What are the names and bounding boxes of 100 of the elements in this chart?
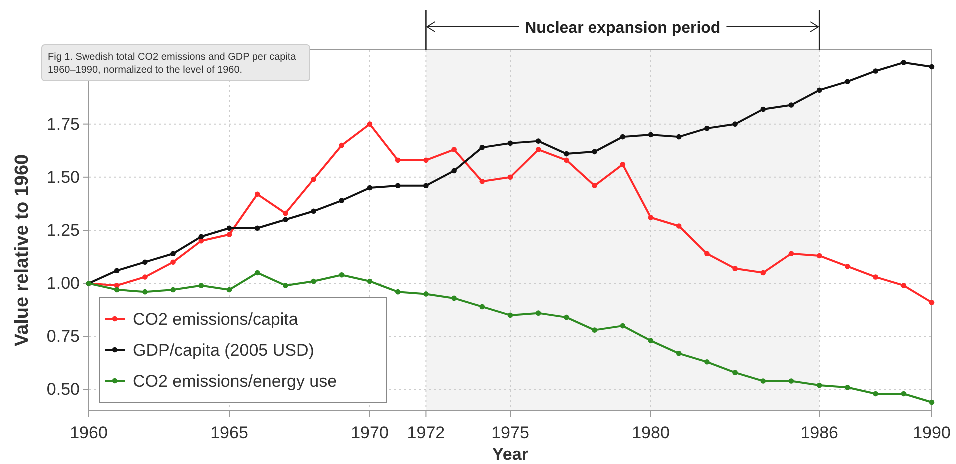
point bbox=[873, 68, 878, 74]
x-tick-label: 1972 bbox=[407, 424, 446, 443]
point bbox=[620, 134, 626, 140]
y-tick-label: 0.50 bbox=[46, 380, 80, 400]
point bbox=[676, 134, 682, 140]
point bbox=[170, 251, 176, 256]
point bbox=[367, 122, 373, 127]
point bbox=[760, 270, 766, 276]
point bbox=[254, 192, 260, 198]
point bbox=[929, 300, 935, 306]
point bbox=[311, 278, 316, 284]
point bbox=[676, 351, 682, 356]
point bbox=[424, 183, 429, 189]
point bbox=[732, 370, 738, 376]
point bbox=[845, 79, 850, 84]
legend-label: CO2 emissions/capita bbox=[133, 310, 299, 329]
legend-label: CO2 emissions/energy use bbox=[133, 372, 338, 391]
point bbox=[648, 215, 654, 220]
point bbox=[873, 274, 878, 280]
point bbox=[395, 158, 401, 164]
point bbox=[648, 132, 654, 138]
point bbox=[704, 251, 710, 256]
point bbox=[760, 378, 766, 384]
point bbox=[788, 251, 794, 256]
point bbox=[704, 360, 710, 365]
point bbox=[676, 224, 682, 229]
x-tick-label: 1960 bbox=[70, 424, 108, 443]
x-tick-label: 1980 bbox=[632, 424, 670, 443]
point bbox=[508, 312, 514, 318]
point bbox=[452, 168, 457, 174]
x-tick-label: 1970 bbox=[351, 424, 389, 443]
point bbox=[283, 283, 288, 288]
point bbox=[226, 226, 232, 232]
point bbox=[170, 260, 176, 265]
point bbox=[732, 266, 738, 272]
point bbox=[816, 253, 822, 259]
point bbox=[564, 158, 570, 164]
point bbox=[760, 106, 766, 112]
y-tick-label: 1.00 bbox=[46, 274, 80, 294]
point bbox=[452, 296, 457, 302]
point bbox=[788, 378, 794, 384]
y-tick-label: 0.75 bbox=[46, 327, 80, 346]
point bbox=[339, 198, 345, 204]
x-tick-label: 1975 bbox=[492, 424, 530, 443]
point bbox=[929, 64, 935, 70]
point bbox=[226, 287, 232, 293]
x-tick-label: 1986 bbox=[800, 424, 839, 443]
point bbox=[198, 283, 204, 288]
point bbox=[592, 328, 598, 333]
point bbox=[367, 185, 373, 191]
y-tick-label: 1.50 bbox=[46, 168, 80, 187]
point bbox=[452, 147, 457, 152]
point bbox=[508, 174, 514, 180]
point bbox=[395, 289, 401, 295]
point bbox=[339, 142, 345, 148]
point bbox=[395, 183, 401, 189]
x-axis-title: Year bbox=[492, 445, 529, 464]
legend-label: GDP/capita (2005 USD) bbox=[133, 341, 314, 360]
point bbox=[508, 140, 514, 146]
point bbox=[704, 126, 710, 132]
point bbox=[564, 151, 570, 157]
y-tick-label: 1.25 bbox=[46, 220, 80, 240]
y-axis-title: Value relative to 1960 bbox=[12, 154, 33, 347]
point bbox=[788, 102, 794, 108]
point bbox=[901, 60, 907, 66]
point bbox=[142, 289, 148, 295]
point bbox=[142, 260, 148, 265]
point bbox=[845, 385, 850, 390]
point bbox=[311, 176, 316, 182]
point bbox=[592, 183, 598, 189]
point bbox=[480, 304, 486, 310]
point bbox=[816, 382, 822, 388]
annotation: Fig 1. Swedish total CO2 emissions and GDP per capita 1960–1990, normalized to the level of 1960. bbox=[48, 52, 297, 76]
point bbox=[283, 217, 288, 223]
point bbox=[901, 391, 907, 397]
point bbox=[170, 287, 176, 293]
point bbox=[254, 270, 260, 276]
point bbox=[480, 179, 486, 184]
point bbox=[536, 147, 542, 152]
point bbox=[592, 149, 598, 155]
point bbox=[929, 400, 935, 406]
point bbox=[732, 122, 738, 127]
point bbox=[901, 283, 907, 288]
point bbox=[816, 88, 822, 93]
point bbox=[620, 323, 626, 329]
point bbox=[564, 314, 570, 320]
point bbox=[311, 208, 316, 214]
point bbox=[114, 268, 120, 274]
x-tick-label: 1965 bbox=[210, 424, 248, 443]
point bbox=[424, 158, 429, 164]
point bbox=[339, 272, 345, 278]
point bbox=[198, 234, 204, 240]
point bbox=[480, 145, 486, 150]
band-label: Nuclear expansion period bbox=[525, 20, 721, 37]
point bbox=[142, 274, 148, 280]
point bbox=[536, 138, 542, 144]
point bbox=[845, 264, 850, 270]
x-tick-label: 1990 bbox=[913, 424, 951, 443]
point bbox=[873, 391, 878, 397]
point bbox=[226, 232, 232, 238]
